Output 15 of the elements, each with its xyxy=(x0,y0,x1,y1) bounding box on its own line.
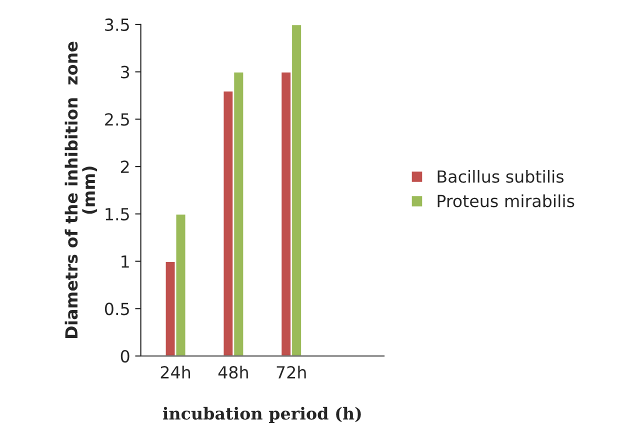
x-tick-label: 48h xyxy=(218,366,248,379)
y-tick-label: 1.5 xyxy=(106,208,129,220)
y-tick-label: 3.5 xyxy=(105,18,129,32)
y-tick-label: 3 xyxy=(121,66,130,78)
y-axis-title: Diametrs of the inhibition zone (mm) xyxy=(64,42,98,338)
y-tick-label: 0 xyxy=(120,350,130,363)
y-tick-label: 2.5 xyxy=(105,113,129,126)
x-tick-label: 72h xyxy=(276,366,306,378)
x-tick-label: 24h xyxy=(160,366,190,378)
y-tick-label: 1 xyxy=(122,255,129,268)
y-tick-label: 2 xyxy=(121,160,129,173)
legend-label: Bacillus subtilis xyxy=(438,170,564,183)
y-tick-label: 0.5 xyxy=(104,302,129,316)
legend-label: Proteus mirabilis xyxy=(438,194,574,208)
x-axis-title: incubation period (h) xyxy=(162,406,361,423)
